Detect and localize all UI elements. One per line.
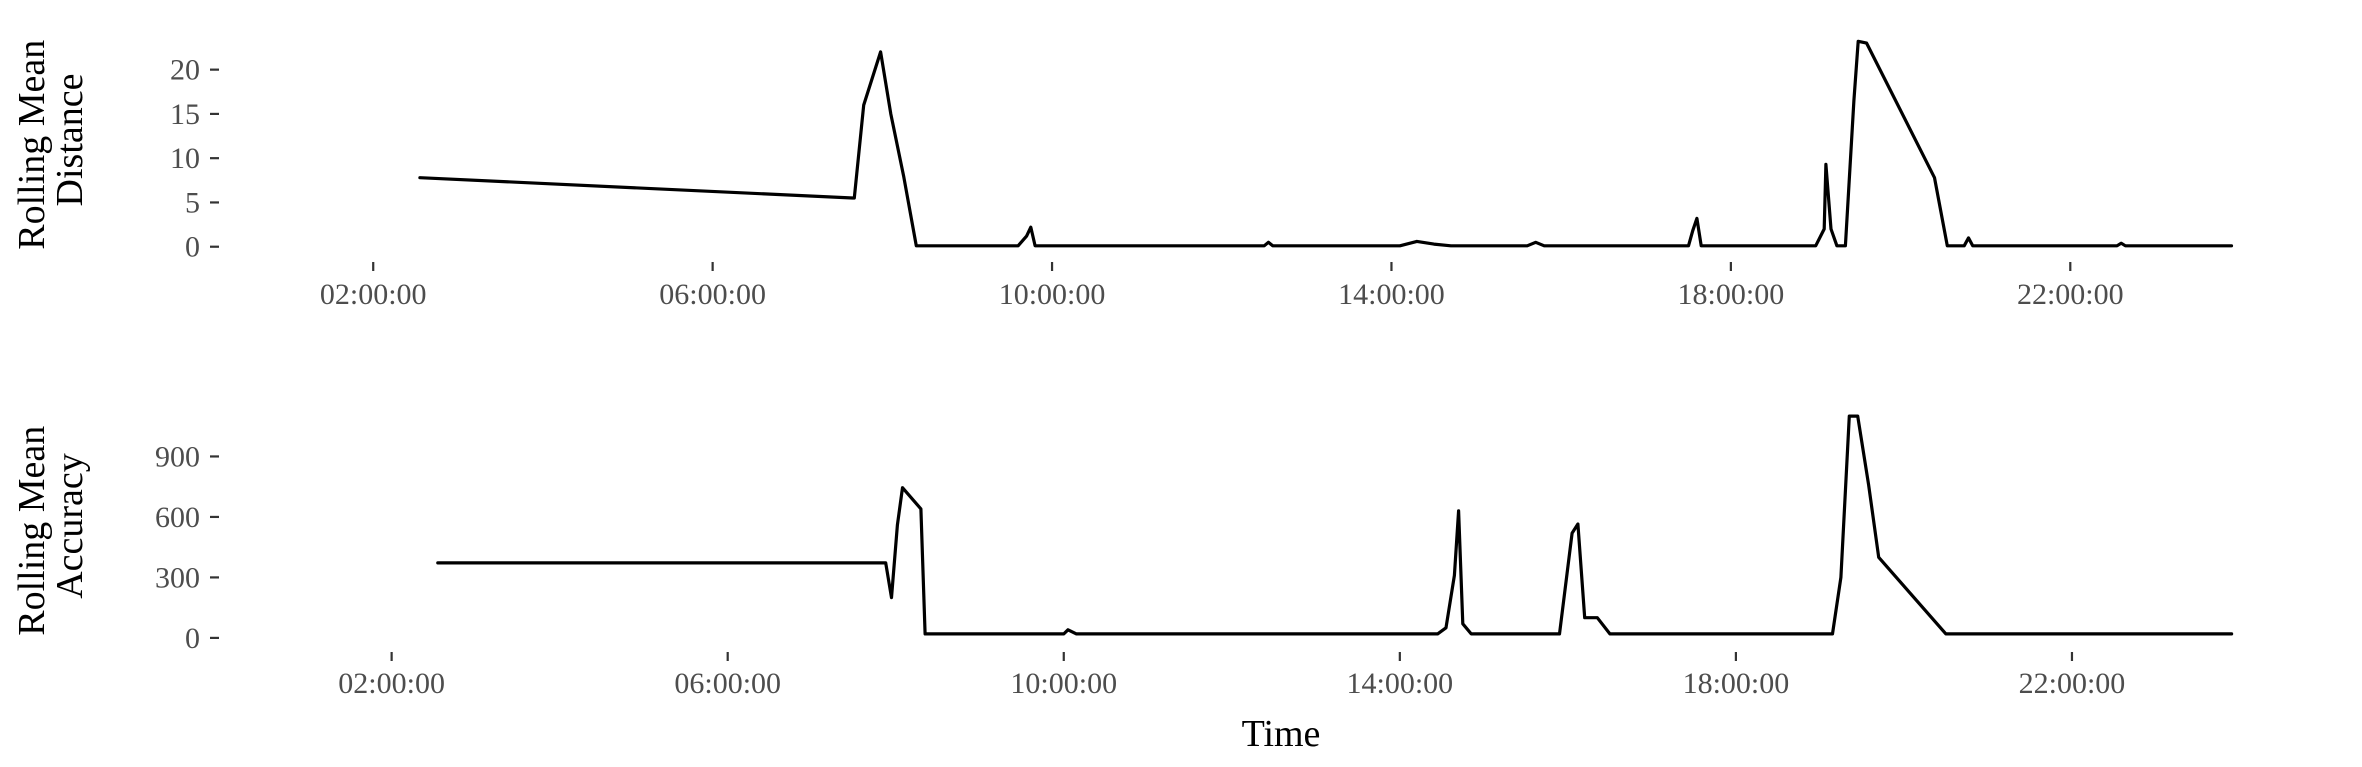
accuracy-y-tick-label: 0 (185, 622, 200, 655)
distance-ylabel-line-1: Rolling Mean (11, 40, 53, 250)
accuracy-series-line (436, 414, 2234, 636)
distance-x-tick-label: 02:00:00 (320, 278, 427, 311)
distance-x-tick-label: 14:00:00 (1338, 278, 1445, 311)
x-axis-title: Time (1242, 713, 1321, 755)
accuracy-x-tick-label: 06:00:00 (674, 667, 781, 700)
accuracy-x-tick-label: 10:00:00 (1010, 667, 1117, 700)
distance-plot-area (418, 39, 2234, 248)
accuracy-y-tick-label: 300 (155, 561, 200, 594)
accuracy-plot-area (436, 414, 2234, 636)
distance-ylabel: Rolling Mean Distance (11, 30, 91, 250)
accuracy-x-tick-label: 14:00:00 (1346, 667, 1453, 700)
accuracy-y-axis: 0 300 600 900 (155, 440, 219, 655)
distance-y-axis: 0 5 10 15 20 (170, 54, 219, 264)
accuracy-x-tick-label: 02:00:00 (338, 667, 445, 700)
distance-x-tick-label: 22:00:00 (2017, 278, 2124, 311)
distance-y-tick-label: 0 (185, 231, 200, 264)
distance-x-tick-label: 10:00:00 (999, 278, 1106, 311)
accuracy-x-tick-label: 18:00:00 (1683, 667, 1790, 700)
distance-series-line (418, 39, 2234, 248)
accuracy-x-axis: 02:00:00 06:00:00 10:00:00 14:00:00 18:00:00… (338, 652, 2125, 700)
accuracy-y-tick-label: 600 (155, 501, 200, 534)
distance-x-axis: 02:00:00 06:00:00 10:00:00 14:00:00 18:00:00… (320, 262, 2124, 311)
accuracy-ylabel: Rolling Mean Accuracy (11, 416, 91, 636)
distance-y-tick-label: 20 (170, 54, 200, 87)
distance-ylabel-line-2: Distance (49, 74, 91, 207)
distance-x-tick-label: 18:00:00 (1678, 278, 1785, 311)
accuracy-ylabel-line-1: Rolling Mean (11, 426, 53, 636)
accuracy-panel: Rolling Mean Accuracy 0 300 600 900 02:00:0… (11, 414, 2234, 755)
accuracy-x-tick-label: 22:00:00 (2019, 667, 2126, 700)
accuracy-y-tick-label: 900 (155, 440, 200, 473)
distance-x-tick-label: 06:00:00 (659, 278, 766, 311)
accuracy-ylabel-line-2: Accuracy (49, 453, 91, 599)
distance-y-tick-label: 15 (170, 98, 200, 131)
distance-y-tick-label: 10 (170, 142, 200, 175)
distance-y-tick-label: 5 (185, 186, 200, 219)
